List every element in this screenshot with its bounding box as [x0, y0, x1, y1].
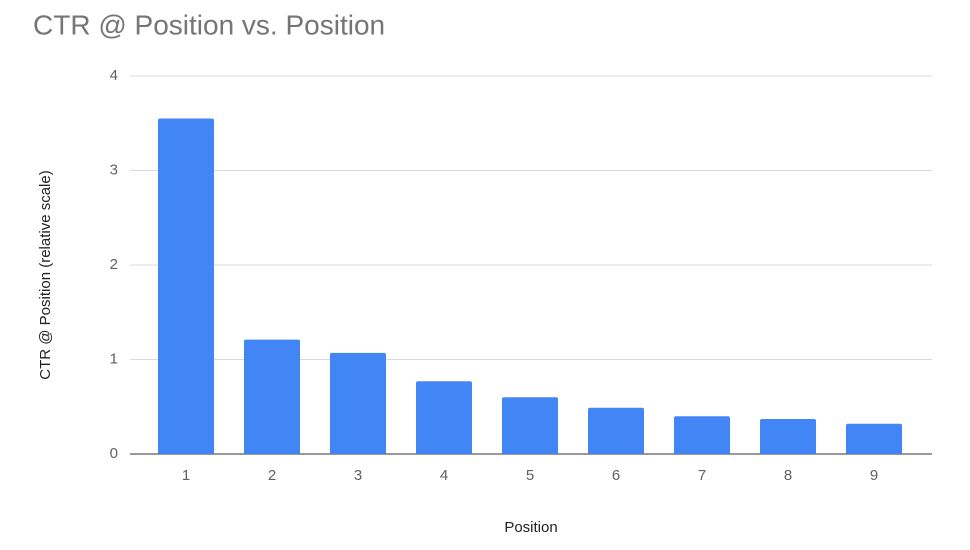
x-axis-title: Position	[504, 519, 557, 536]
x-tick-label: 1	[182, 467, 190, 484]
bar	[588, 407, 644, 454]
y-tick-label: 4	[110, 67, 118, 84]
bar	[330, 352, 386, 454]
x-tick-label: 7	[698, 467, 706, 484]
y-tick-label: 0	[110, 445, 118, 462]
bar	[760, 419, 816, 454]
y-tick-label: 3	[110, 161, 118, 178]
chart-title: CTR @ Position vs. Position	[33, 9, 385, 40]
bar	[674, 416, 730, 454]
y-tick-label: 1	[110, 350, 118, 367]
bar	[244, 339, 300, 454]
x-tick-label: 3	[354, 467, 362, 484]
bar	[846, 423, 902, 454]
bar	[158, 118, 214, 455]
y-tick-label: 2	[110, 256, 118, 273]
bar	[502, 397, 558, 454]
x-tick-label: 5	[526, 467, 534, 484]
x-tick-label: 9	[870, 467, 878, 484]
bar	[416, 381, 472, 454]
y-axis-title: CTR @ Position (relative scale)	[37, 170, 54, 379]
x-tick-label: 4	[440, 467, 448, 484]
x-tick-label: 8	[784, 467, 792, 484]
x-tick-label: 2	[268, 467, 276, 484]
x-tick-label: 6	[612, 467, 620, 484]
